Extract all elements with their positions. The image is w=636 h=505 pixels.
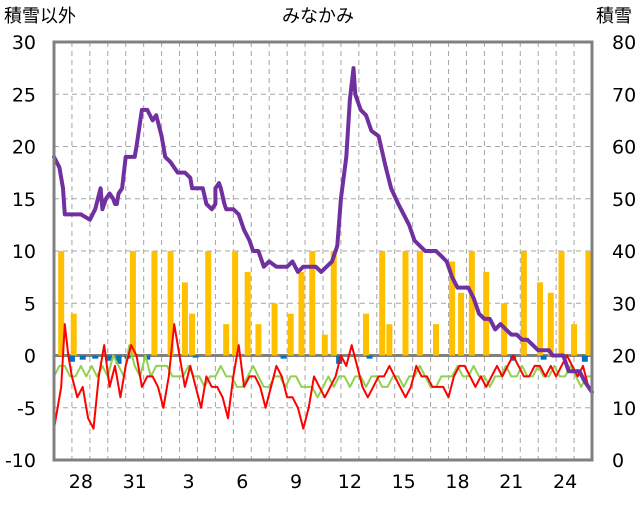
precipitation-bar [287, 313, 294, 356]
precipitation-bar [309, 251, 316, 356]
snow_depth-series [52, 66, 594, 395]
negative-bar [540, 355, 547, 360]
precipitation-bar [520, 251, 527, 356]
right-y-tick-label: 40 [612, 241, 636, 263]
negative-bar [581, 355, 588, 362]
plot-frame [52, 40, 594, 462]
left-y-tick-label: 30 [12, 32, 36, 54]
x-tick-label: 9 [290, 471, 302, 493]
precipitation-bar [58, 251, 65, 356]
precipitation-bar [585, 251, 592, 356]
precipitation-bar [151, 251, 158, 356]
plot-border [52, 40, 594, 462]
x-tick-label: 6 [236, 471, 248, 493]
x-tick-label: 12 [338, 471, 362, 493]
precipitation-bar [271, 303, 278, 356]
precipitation-bar [129, 251, 136, 356]
precipitation-bar [189, 313, 196, 356]
precipitation-bar [181, 282, 188, 356]
precipitation-bar [255, 324, 262, 356]
series-lines [52, 66, 594, 430]
precipitation-bar [70, 313, 77, 356]
left-axis-label: 積雪以外 [4, 6, 76, 27]
left-y-tick-label: -10 [5, 450, 36, 472]
right-y-tick-label: 20 [612, 346, 636, 368]
precipitation-bar [232, 251, 239, 356]
precipitation-bar [536, 282, 543, 356]
x-tick-label: 24 [553, 471, 577, 493]
precipitation-bar [458, 292, 465, 356]
negative-bar [106, 355, 113, 361]
chart-title: みなかみ [282, 6, 354, 27]
precipitation-bar [402, 251, 409, 356]
x-tick-label: 3 [182, 471, 194, 493]
precipitation-bar [223, 324, 230, 356]
precipitation-bar [244, 271, 251, 356]
right-y-tick-label: 0 [612, 450, 624, 472]
negative-bar [68, 355, 75, 362]
left-y-tick-label: 15 [12, 189, 36, 211]
negative-bar [366, 355, 373, 359]
right-y-tick-label: 70 [612, 84, 636, 106]
precipitation-bar [416, 251, 423, 356]
right-axis-label: 積雪 [596, 6, 632, 27]
precipitation-bar [571, 324, 578, 356]
x-tick-label: 15 [392, 471, 416, 493]
right-y-tick-label: 80 [612, 32, 636, 54]
precipitation-bar [321, 334, 328, 356]
left-y-tick-label: 25 [12, 84, 36, 106]
precipitation-bar [167, 251, 174, 356]
temperature-series [53, 323, 590, 430]
precipitation-bar [379, 251, 386, 356]
precipitation-bar [468, 251, 475, 356]
precipitation-bar [483, 271, 490, 356]
negative-bar [115, 355, 122, 364]
left-y-tick-label: -5 [17, 398, 36, 420]
precipitation-bar [449, 261, 456, 356]
precipitation-bar [386, 324, 393, 356]
negative-bar [192, 355, 199, 358]
negative-bar [280, 355, 287, 359]
right-y-tick-label: 30 [612, 293, 636, 315]
x-tick-label: 21 [499, 471, 523, 493]
negative-bar [144, 355, 151, 360]
right-y-tick-label: 10 [612, 398, 636, 420]
right-y-tick-label: 50 [612, 189, 636, 211]
precipitation-bar [558, 251, 565, 356]
precipitation-bars [58, 251, 592, 364]
x-tick-label: 18 [445, 471, 469, 493]
precipitation-bar [547, 292, 554, 356]
x-tick-label: 28 [69, 471, 93, 493]
precipitation-bar [363, 313, 370, 356]
left-y-tick-label: 0 [24, 346, 36, 368]
left-y-tick-label: 10 [12, 241, 36, 263]
left-y-tick-label: 5 [24, 293, 36, 315]
precipitation-bar [330, 251, 337, 356]
precipitation-bar [432, 324, 439, 356]
precipitation-bar [298, 271, 305, 356]
x-tick-label: 31 [123, 471, 147, 493]
precipitation-bar [205, 251, 212, 356]
negative-bar [92, 355, 99, 359]
dew_point-series [53, 344, 593, 399]
left-y-tick-label: 20 [12, 137, 36, 159]
right-y-tick-label: 60 [612, 137, 636, 159]
negative-bar [79, 355, 86, 360]
negative-bar [510, 355, 517, 361]
